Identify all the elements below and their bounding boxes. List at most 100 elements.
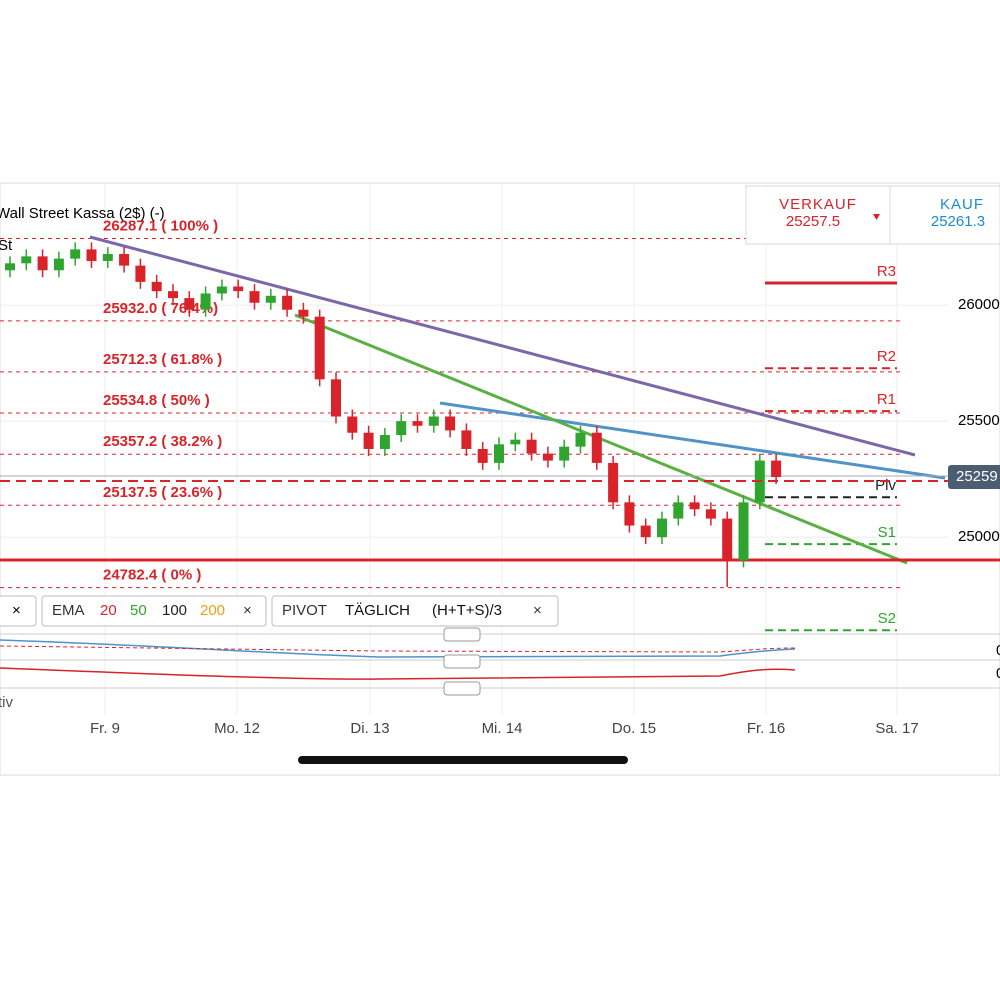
candle-body [396, 421, 407, 436]
oscillator-line [0, 645, 796, 653]
down-arrow [873, 214, 880, 220]
x-tick-label: Fr. 16 [747, 720, 785, 737]
candle-body [331, 379, 341, 417]
trendline [439, 401, 946, 480]
candle-body [200, 293, 211, 310]
candle-body [591, 432, 602, 463]
candle-body [86, 249, 97, 261]
last-price-tag [948, 465, 1000, 490]
axis: 26000 25500 25000 Fr. 9 Mo. 12 Di. 13 Mi. 14 Do… [0, 296, 1000, 737]
candle-body [542, 453, 553, 461]
candle-body [705, 509, 716, 519]
candle-body [314, 316, 325, 380]
pane-handle[interactable] [443, 654, 481, 669]
candle-body [445, 416, 456, 431]
candle-body [37, 256, 48, 271]
ema-chip[interactable] [41, 595, 267, 627]
candle-body [119, 254, 130, 266]
pivot-label: S2 [878, 610, 896, 627]
trendline [89, 235, 916, 457]
pane-label: 0 [996, 665, 1000, 682]
candle-body [575, 432, 586, 447]
instrument-title: Wall Street Kassa (2$) (-) [0, 205, 165, 222]
candle-body [265, 295, 276, 303]
close-icon[interactable]: × [243, 602, 252, 619]
candle-body [135, 265, 146, 282]
close-icon[interactable]: × [12, 602, 21, 619]
sell-label[interactable]: VERKAUF [779, 196, 857, 213]
x-tick-label: Mo. 12 [214, 720, 260, 737]
candle-body [168, 291, 178, 299]
candle-body [689, 502, 700, 510]
candle-body [624, 502, 635, 526]
pivot-chip[interactable] [271, 595, 559, 627]
instrument-subtitle: St [0, 237, 13, 254]
candle-body [738, 502, 749, 561]
fib-label: 25137.5 ( 23.6% ) [103, 484, 222, 501]
pivot-label: R2 [877, 348, 896, 365]
pivot-label: Piv [875, 477, 896, 494]
candles [5, 242, 782, 588]
x-tick-label: Mi. 14 [482, 720, 523, 737]
fib-label: 24782.4 ( 0% ) [103, 567, 201, 584]
buy-price[interactable]: 25261.3 [931, 213, 985, 230]
pivot-formula: (H+T+S)/3 [432, 602, 502, 619]
candle-body [216, 286, 227, 294]
ema-period: 100 [162, 602, 187, 619]
candle-body [608, 462, 619, 503]
volume-label: tiv [0, 694, 14, 711]
candle-body [282, 295, 293, 310]
candle-body [412, 421, 423, 426]
candle-body [461, 430, 472, 449]
x-tick-label: Do. 15 [612, 720, 656, 737]
pivot-period: TÄGLICH [345, 602, 410, 619]
indicator-chips: × EMA 20 50 100 200 × PIVOT TÄGLICH (H+T… [0, 595, 559, 627]
sell-price[interactable]: 25257.5 [786, 213, 840, 230]
candle-body [21, 256, 32, 264]
grid [0, 183, 948, 715]
candle-body [494, 444, 504, 463]
pane-handle[interactable] [443, 627, 481, 642]
candle-body [184, 298, 195, 310]
fib-label: 25357.2 ( 38.2% ) [103, 433, 222, 450]
candle-body [526, 439, 537, 454]
candle-body [559, 446, 570, 461]
candle-body [673, 502, 684, 519]
candle-body [722, 518, 733, 561]
candle-body [363, 432, 374, 449]
candle-body [347, 416, 358, 433]
candle-body [233, 286, 244, 292]
quote-panel [745, 185, 1000, 245]
candle-body [53, 258, 64, 271]
candle-body [151, 281, 162, 292]
fib-label: 25712.3 ( 61.8% ) [103, 351, 222, 368]
chart-frame [0, 182, 1000, 776]
ema-period: 200 [200, 602, 225, 619]
candle-body [657, 518, 667, 538]
oscillator-line [0, 639, 796, 658]
pivot-label: S1 [878, 524, 896, 541]
oscillator-line [0, 667, 796, 680]
pivot-name: PIVOT [282, 602, 327, 619]
chip[interactable] [0, 595, 37, 627]
y-tick-label: 25000 [958, 528, 1000, 545]
ema-name: EMA [52, 602, 85, 619]
close-icon[interactable]: × [533, 602, 542, 619]
pane-handle[interactable] [443, 681, 481, 696]
x-tick-label: Di. 13 [350, 720, 389, 737]
pane-label: 0 [996, 642, 1000, 659]
quote-box: VERKAUF 25257.5 KAUF 25261.3 [745, 185, 1000, 245]
pivot-label: R3 [877, 263, 896, 280]
ema-period: 20 [100, 602, 117, 619]
candle-body [379, 435, 390, 449]
pivot-label: R1 [877, 391, 896, 408]
candle-body [5, 263, 15, 271]
buy-label[interactable]: KAUF [940, 196, 984, 213]
ema-period: 50 [130, 602, 147, 619]
candle-body [298, 309, 309, 317]
y-tick-label: 25500 [958, 412, 1000, 429]
candle-body [477, 448, 488, 463]
x-tick-label: Fr. 9 [90, 720, 120, 737]
home-indicator [298, 756, 628, 764]
